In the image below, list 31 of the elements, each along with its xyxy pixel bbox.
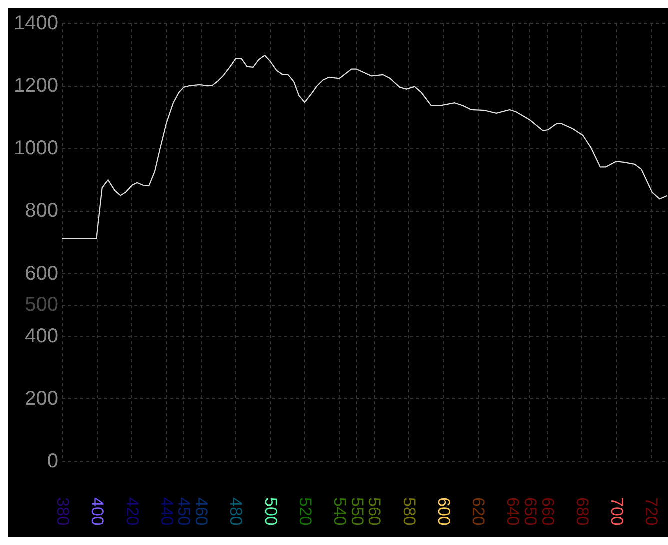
x-tick-label: 700 [608, 498, 627, 526]
x-tick-label: 450 [174, 498, 194, 526]
x-tick-label: 560 [365, 498, 384, 526]
y-tick-label: 0 [47, 450, 58, 472]
x-tick-label: 440 [157, 498, 176, 526]
y-tick-label: 600 [25, 262, 58, 285]
line-series [62, 54, 668, 240]
x-tick-label: 580 [400, 498, 419, 526]
x-tick-label: 640 [504, 498, 523, 526]
y-tick-label: 400 [25, 325, 58, 348]
x-tick-label: 540 [330, 498, 350, 526]
y-tick-label: 1400 [14, 12, 58, 34]
x-tick-label: 380 [54, 498, 72, 526]
x-tick-label: 520 [296, 498, 315, 526]
x-tick-label: 500 [261, 498, 280, 526]
y-tick-label: 200 [25, 388, 58, 410]
x-tick-label: 660 [538, 498, 558, 526]
y-tick-label: 500 [25, 294, 58, 316]
x-tick-label: 680 [572, 498, 592, 526]
x-tick-label: 600 [434, 498, 454, 526]
x-tick-label: 400 [88, 498, 108, 526]
y-tick-label: 1200 [14, 75, 58, 98]
x-tick-label: 650 [520, 498, 540, 526]
x-tick-label: 460 [192, 498, 212, 526]
x-tick-label: 720 [642, 498, 662, 526]
x-tick-label: 420 [122, 498, 142, 526]
y-tick-label: 800 [25, 200, 58, 222]
y-tick-label: 1000 [14, 138, 58, 160]
x-tick-label: 550 [348, 498, 367, 526]
x-tick-label: 480 [226, 498, 246, 526]
x-tick-label: 620 [469, 498, 488, 526]
